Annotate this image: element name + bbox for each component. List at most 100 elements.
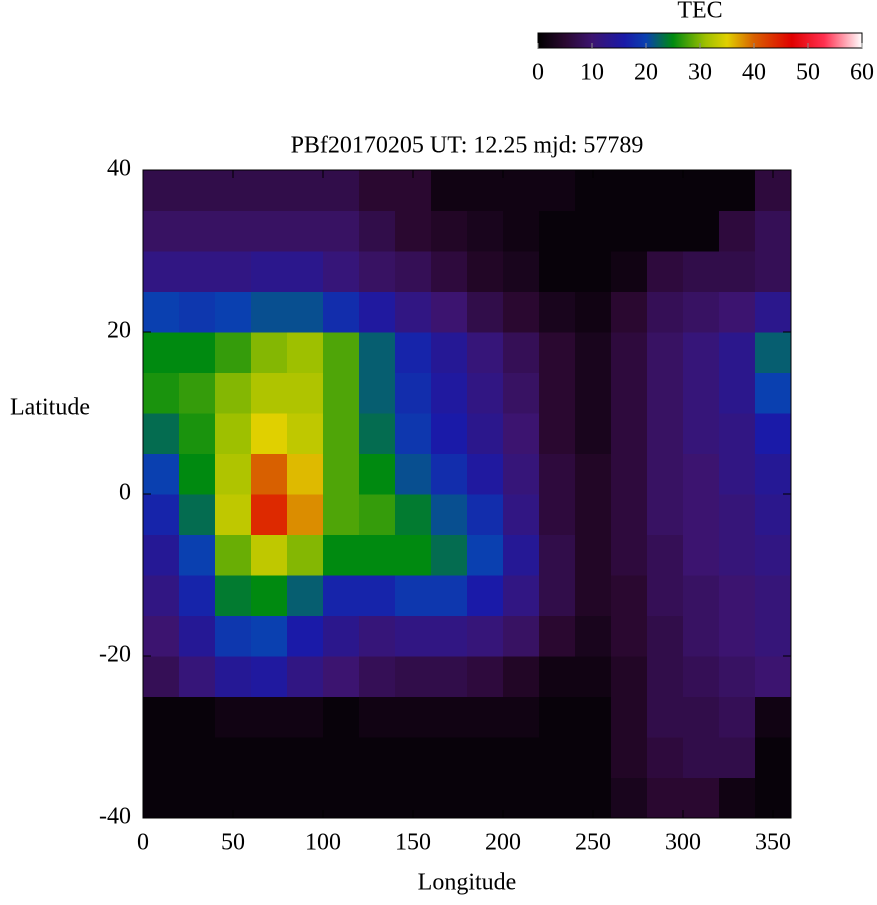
heat-cell	[539, 210, 576, 252]
heat-cell	[647, 575, 684, 616]
heat-cell	[359, 615, 396, 657]
heat-cell	[395, 494, 432, 535]
heat-cell	[323, 575, 360, 616]
heat-cell	[359, 737, 396, 778]
heat-cell	[503, 332, 540, 373]
heat-cell	[719, 575, 756, 616]
heat-cell	[215, 291, 252, 333]
heat-cell	[755, 696, 792, 738]
heat-cell	[215, 656, 252, 697]
heat-cell	[143, 656, 180, 697]
heat-cell	[539, 453, 576, 495]
chart-title: PBf20170205 UT: 12.25 mjd: 57789	[291, 133, 644, 159]
heat-cell	[287, 575, 324, 616]
heat-cell	[143, 737, 180, 778]
heat-cell	[467, 210, 504, 252]
heat-cell	[467, 615, 504, 657]
x-tick-label: 300	[665, 830, 701, 856]
heat-cell	[611, 453, 648, 495]
heat-cell	[179, 210, 216, 252]
heat-cell	[683, 372, 720, 414]
heat-cell	[467, 534, 504, 576]
heat-cell	[755, 210, 792, 252]
heat-cell	[359, 656, 396, 697]
heat-cell	[755, 453, 792, 495]
heat-cell	[431, 291, 468, 333]
heat-cell	[503, 534, 540, 576]
heat-cell	[683, 210, 720, 252]
heat-cell	[719, 777, 756, 819]
heat-cell	[611, 656, 648, 697]
x-tick-label: 250	[575, 830, 611, 856]
x-tick-label: 50	[221, 830, 245, 856]
heat-cell	[611, 575, 648, 616]
heat-cell	[215, 696, 252, 738]
heat-cell	[683, 413, 720, 454]
heat-cell	[503, 615, 540, 657]
heat-cell	[503, 210, 540, 252]
heat-cell	[719, 656, 756, 697]
heat-cell	[683, 453, 720, 495]
heat-cell	[323, 737, 360, 778]
heat-cell	[647, 656, 684, 697]
heat-cell	[755, 615, 792, 657]
heat-cell	[179, 251, 216, 292]
heat-cell	[323, 332, 360, 373]
heat-cell	[647, 777, 684, 819]
y-tick-label: 40	[107, 156, 131, 182]
heat-cell	[251, 696, 288, 738]
heat-cell	[251, 170, 288, 211]
heat-cell	[395, 372, 432, 414]
heat-cell	[539, 372, 576, 414]
heat-cell	[395, 453, 432, 495]
heat-cell	[467, 413, 504, 454]
heat-cell	[683, 615, 720, 657]
colorbar-title: TEC	[677, 0, 722, 24]
heat-cell	[287, 413, 324, 454]
heat-cell	[539, 413, 576, 454]
heat-cell	[467, 251, 504, 292]
heat-cell	[539, 737, 576, 778]
heat-cell	[539, 251, 576, 292]
heat-cell	[143, 575, 180, 616]
heat-cell	[395, 413, 432, 454]
heat-cell	[503, 777, 540, 819]
x-tick-label: 150	[395, 830, 431, 856]
heat-cell	[575, 575, 612, 616]
heat-cell	[647, 210, 684, 252]
heat-cell	[611, 210, 648, 252]
heat-cell	[287, 737, 324, 778]
heat-cell	[215, 575, 252, 616]
heat-cell	[179, 575, 216, 616]
heat-cell	[287, 615, 324, 657]
heat-cell	[683, 494, 720, 535]
heat-cell	[287, 170, 324, 211]
heat-cell	[647, 170, 684, 211]
heat-cell	[323, 656, 360, 697]
heat-cell	[323, 251, 360, 292]
heat-cell	[539, 291, 576, 333]
heat-cell	[755, 332, 792, 373]
heat-cell	[287, 372, 324, 414]
heat-cell	[287, 332, 324, 373]
heat-cell	[395, 534, 432, 576]
heat-cell	[647, 332, 684, 373]
heat-cell	[143, 372, 180, 414]
heat-cell	[431, 453, 468, 495]
heat-cell	[395, 615, 432, 657]
heat-cell	[575, 656, 612, 697]
heat-cell	[431, 332, 468, 373]
heat-cell	[143, 251, 180, 292]
heat-cell	[539, 777, 576, 819]
heat-cell	[755, 251, 792, 292]
heat-cell	[647, 737, 684, 778]
colorbar-tick-label: 60	[850, 60, 874, 86]
heat-cell	[395, 210, 432, 252]
heat-cell	[359, 494, 396, 535]
heat-cell	[719, 696, 756, 738]
heat-cell	[647, 534, 684, 576]
heat-cell	[467, 291, 504, 333]
y-tick-label: -40	[99, 804, 131, 830]
heat-cell	[179, 170, 216, 211]
heat-cell	[431, 494, 468, 535]
